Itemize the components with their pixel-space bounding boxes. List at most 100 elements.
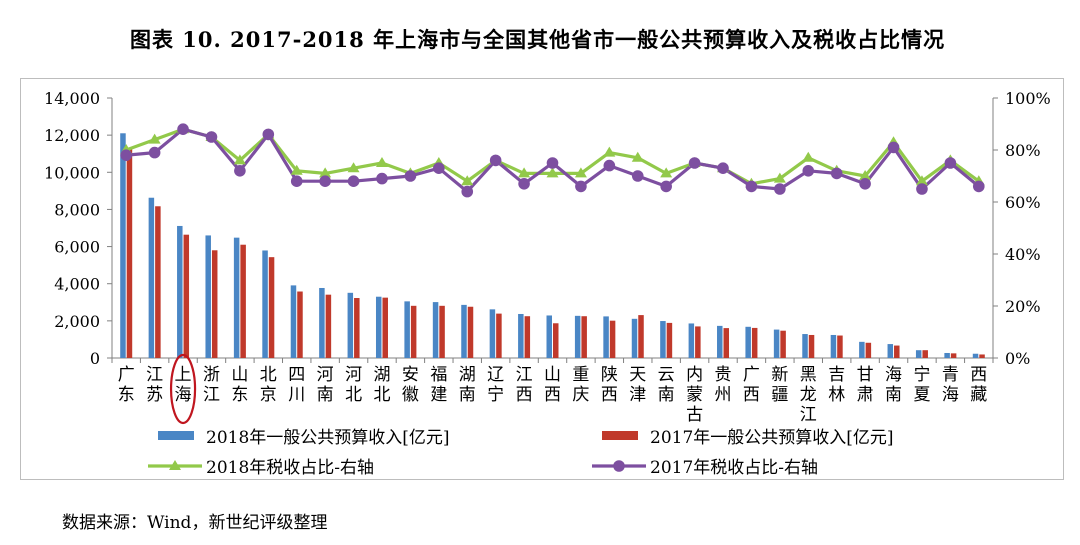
tax-ratio-2017-point	[688, 157, 701, 169]
bar-2018	[631, 318, 638, 358]
tax-ratio-2017-point	[489, 154, 502, 167]
tax-ratio-2017-point	[177, 123, 189, 135]
bar-2017	[354, 298, 360, 358]
bar-2018	[375, 296, 382, 358]
legend-label: 2017年一般公共预算收入[亿元]	[650, 428, 894, 448]
bar-2017	[751, 327, 758, 358]
legend-label: 2017年税收占比-右轴	[650, 458, 818, 478]
tax-ratio-2018-point	[347, 162, 360, 173]
left-tick-label: 2,000	[54, 312, 100, 331]
x-category-label: 江苏	[146, 365, 163, 405]
tax-ratio-2018-point	[233, 154, 246, 165]
tax-ratio-2017-point	[376, 172, 388, 185]
bar-2018	[177, 225, 183, 358]
tax-ratio-2018-point	[773, 172, 786, 183]
bar-2017	[183, 234, 190, 358]
bar-2017	[950, 353, 957, 358]
left-tick-label: 6,000	[54, 238, 100, 257]
tax-ratio-2018-point	[915, 175, 928, 186]
x-category-label: 上海	[175, 365, 192, 405]
bar-2018	[887, 344, 894, 358]
bar-2018	[944, 352, 950, 358]
bar-2017	[524, 316, 531, 358]
tax-ratio-2018-point	[802, 151, 815, 162]
x-category-label: 山西	[544, 365, 561, 405]
bar-2017	[268, 257, 275, 358]
bar-2018	[233, 237, 240, 358]
bar-2017	[581, 316, 587, 358]
bar-2018	[660, 321, 666, 358]
x-category-label: 北京	[260, 365, 277, 405]
bar-2017	[808, 334, 815, 358]
bar-2017	[410, 305, 417, 358]
left-tick-label: 4,000	[54, 275, 100, 294]
tax-ratio-2018-point	[603, 146, 616, 157]
tax-ratio-2018-point	[660, 167, 673, 178]
labels-layer: 0 2,000 4,000 6,000 8,000 10,000 12,000 14,000 0…	[44, 89, 1051, 425]
tax-ratio-2017-point	[148, 146, 161, 159]
bar-2018	[915, 350, 922, 358]
left-tick-label: 10,000	[44, 163, 100, 182]
x-category-label: 安徽	[402, 365, 419, 405]
x-category-label: 四川	[288, 365, 305, 405]
data-source-note: 数据来源：Wind，新世纪评级整理	[62, 513, 328, 533]
bar-2017	[666, 322, 673, 358]
bar-2017	[638, 315, 644, 358]
tax-ratio-2017-point	[546, 157, 559, 169]
legend-label: 2018年税收占比-右轴	[206, 458, 374, 478]
bar-2018	[546, 315, 552, 358]
bar-2018	[347, 292, 354, 358]
x-category-label: 贵州	[715, 365, 732, 405]
left-tick-label: 14,000	[44, 89, 100, 108]
legend: 2018年一般公共预算收入[亿元] 2017年一般公共预算收入[亿元] 2018年税…	[148, 428, 894, 478]
x-category-label: 内蒙古	[686, 365, 703, 425]
bar-2017	[979, 354, 985, 358]
axes-layer	[107, 97, 998, 363]
bar-2017	[837, 335, 843, 358]
bar-2017	[865, 342, 872, 358]
bar-2017	[723, 328, 730, 358]
x-category-label: 湖北	[373, 365, 390, 405]
legend-marker	[613, 460, 625, 472]
bar-2017	[922, 350, 928, 358]
bar-2018	[120, 133, 126, 358]
tax-ratio-2018-point	[375, 157, 388, 167]
tax-ratio-2017-point	[404, 170, 417, 182]
tax-ratio-2018-point	[574, 167, 587, 178]
bar-2018	[262, 250, 268, 358]
right-tick-label: 100%	[1005, 89, 1051, 108]
x-category-label: 江西	[516, 365, 533, 405]
tax-ratio-2018-point	[461, 175, 474, 186]
bar-2018	[461, 304, 467, 358]
tax-ratio-2017-point	[262, 128, 275, 141]
x-category-label: 广西	[743, 365, 760, 405]
x-category-label: 海南	[885, 365, 902, 405]
tax-ratio-2017-point	[347, 175, 360, 187]
tax-ratio-2017-point	[575, 180, 587, 193]
bar-2017	[695, 326, 701, 358]
x-category-label: 陕西	[601, 365, 618, 405]
x-category-label: 山东	[231, 365, 248, 405]
tax-ratio-2017-point	[120, 149, 133, 161]
lines-layer	[120, 123, 985, 198]
bar-2018	[205, 235, 211, 358]
tax-ratio-2017-point	[461, 185, 474, 198]
tax-ratio-2017-point	[717, 162, 729, 174]
tax-ratio-2017-point	[916, 183, 928, 195]
x-category-label: 河南	[317, 365, 334, 405]
bar-2018	[745, 326, 751, 358]
x-category-label: 黑龙江	[800, 365, 817, 425]
bar-2017	[211, 250, 218, 358]
x-category-label: 宁夏	[913, 365, 930, 405]
bar-2017	[297, 291, 303, 358]
bar-2017	[894, 345, 900, 358]
bar-2018	[972, 353, 979, 358]
x-category-label: 青海	[942, 365, 959, 405]
x-category-label: 湖南	[459, 365, 476, 405]
tax-ratio-2017-point	[802, 165, 815, 177]
highlight-ellipse	[169, 353, 197, 425]
bar-2018	[319, 287, 325, 358]
tax-ratio-2017-point	[660, 180, 672, 193]
bar-2018	[518, 313, 524, 358]
